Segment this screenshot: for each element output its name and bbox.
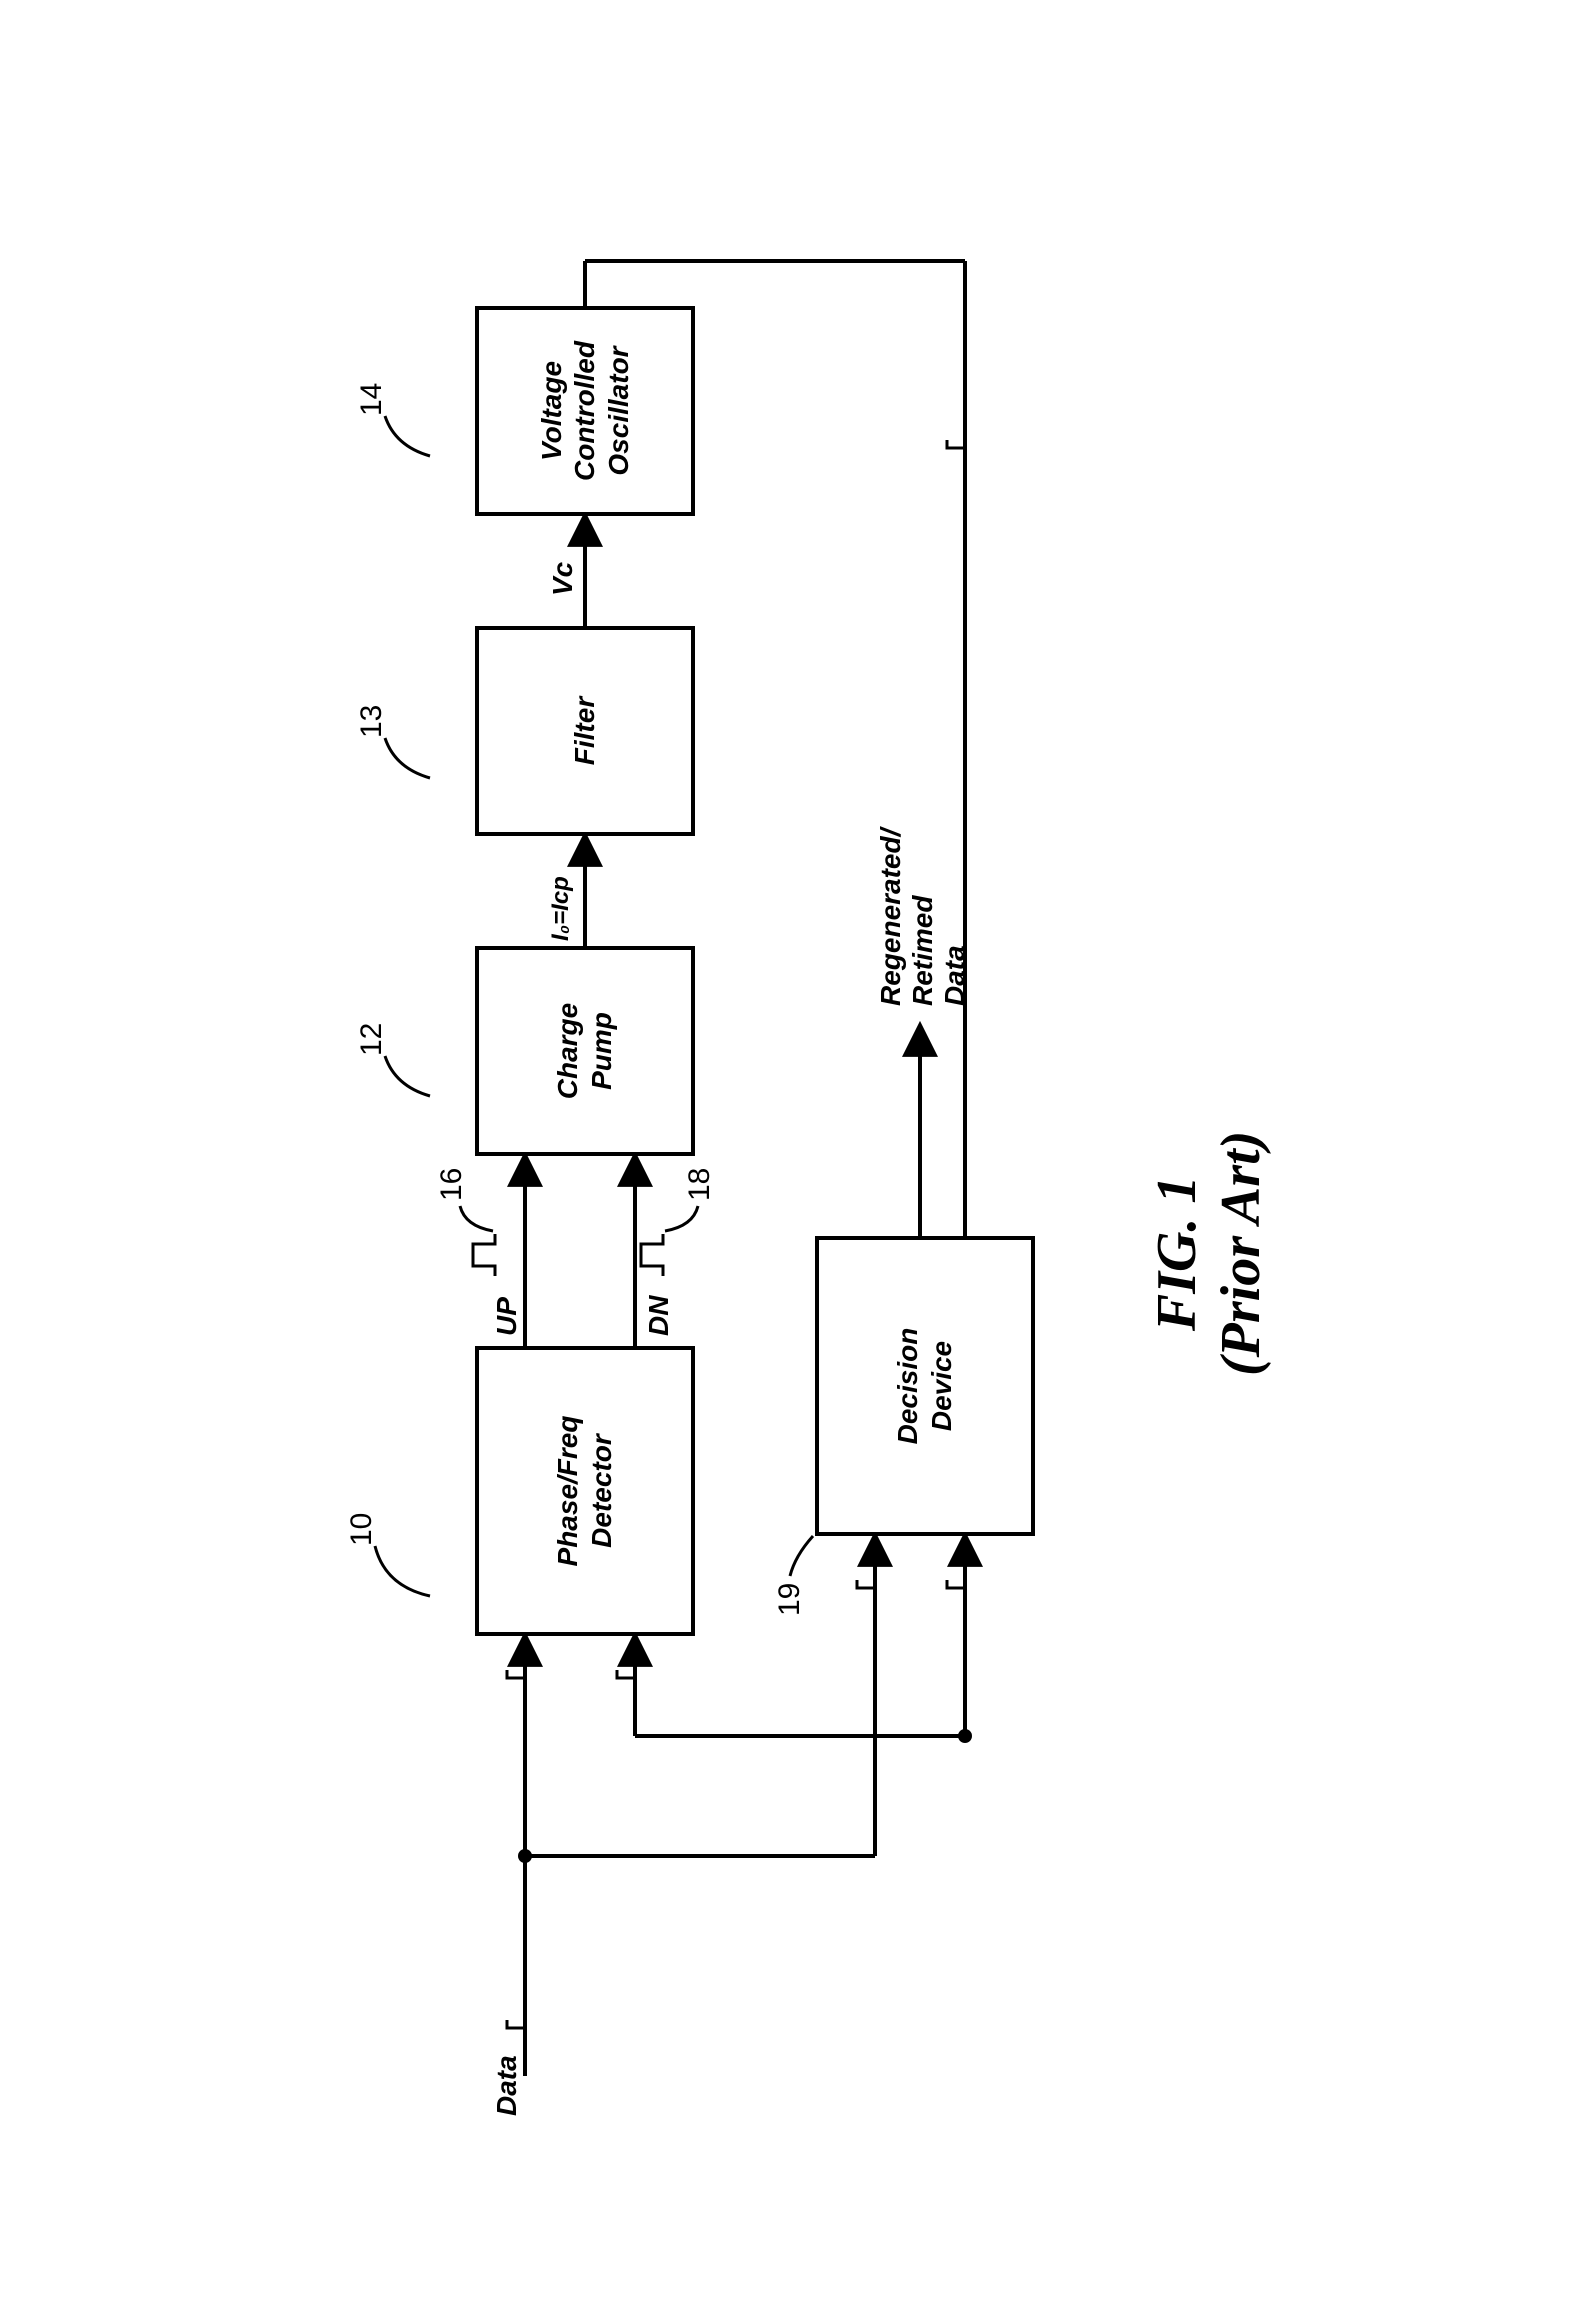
vco-label: VoltageControlledOscillator <box>535 341 636 481</box>
figure-title: FIG. 1 (Prior Art) <box>1145 1130 1273 1375</box>
ref-cp: 12 <box>355 1022 389 1055</box>
output-label: Regenerated/RetimedData <box>875 828 972 1005</box>
decision-device-block: DecisionDevice <box>815 1236 1035 1536</box>
filter-label: Filter <box>568 696 602 764</box>
filter-block: Filter <box>475 626 695 836</box>
phase-freq-detector-block: Phase/FreqDetector <box>475 1346 695 1636</box>
ref-dn: 18 <box>683 1167 717 1200</box>
ref-vco: 14 <box>355 382 389 415</box>
data-in-label: Data <box>491 2055 523 2116</box>
fig-number: FIG. 1 <box>1146 1175 1208 1331</box>
dn-label: DN <box>643 1295 675 1335</box>
wiring-svg <box>95 156 1495 2156</box>
ref-decision: 19 <box>773 1582 807 1615</box>
ref-up: 16 <box>435 1167 469 1200</box>
charge-pump-block: ChargePump <box>475 946 695 1156</box>
decision-label: DecisionDevice <box>891 1327 958 1444</box>
vc-label: Vc <box>547 561 579 595</box>
fig-subtitle: (Prior Art) <box>1210 1130 1272 1375</box>
diagram-container: Phase/FreqDetector ChargePump Filter Vol… <box>95 156 1495 2156</box>
pfd-label: Phase/FreqDetector <box>551 1415 618 1566</box>
cp-label: ChargePump <box>551 1002 618 1098</box>
ref-pfd: 10 <box>345 1512 379 1545</box>
ref-filter: 13 <box>355 704 389 737</box>
io-label: I₀=Icp <box>547 876 575 941</box>
up-label: UP <box>491 1297 523 1336</box>
vco-block: VoltageControlledOscillator <box>475 306 695 516</box>
